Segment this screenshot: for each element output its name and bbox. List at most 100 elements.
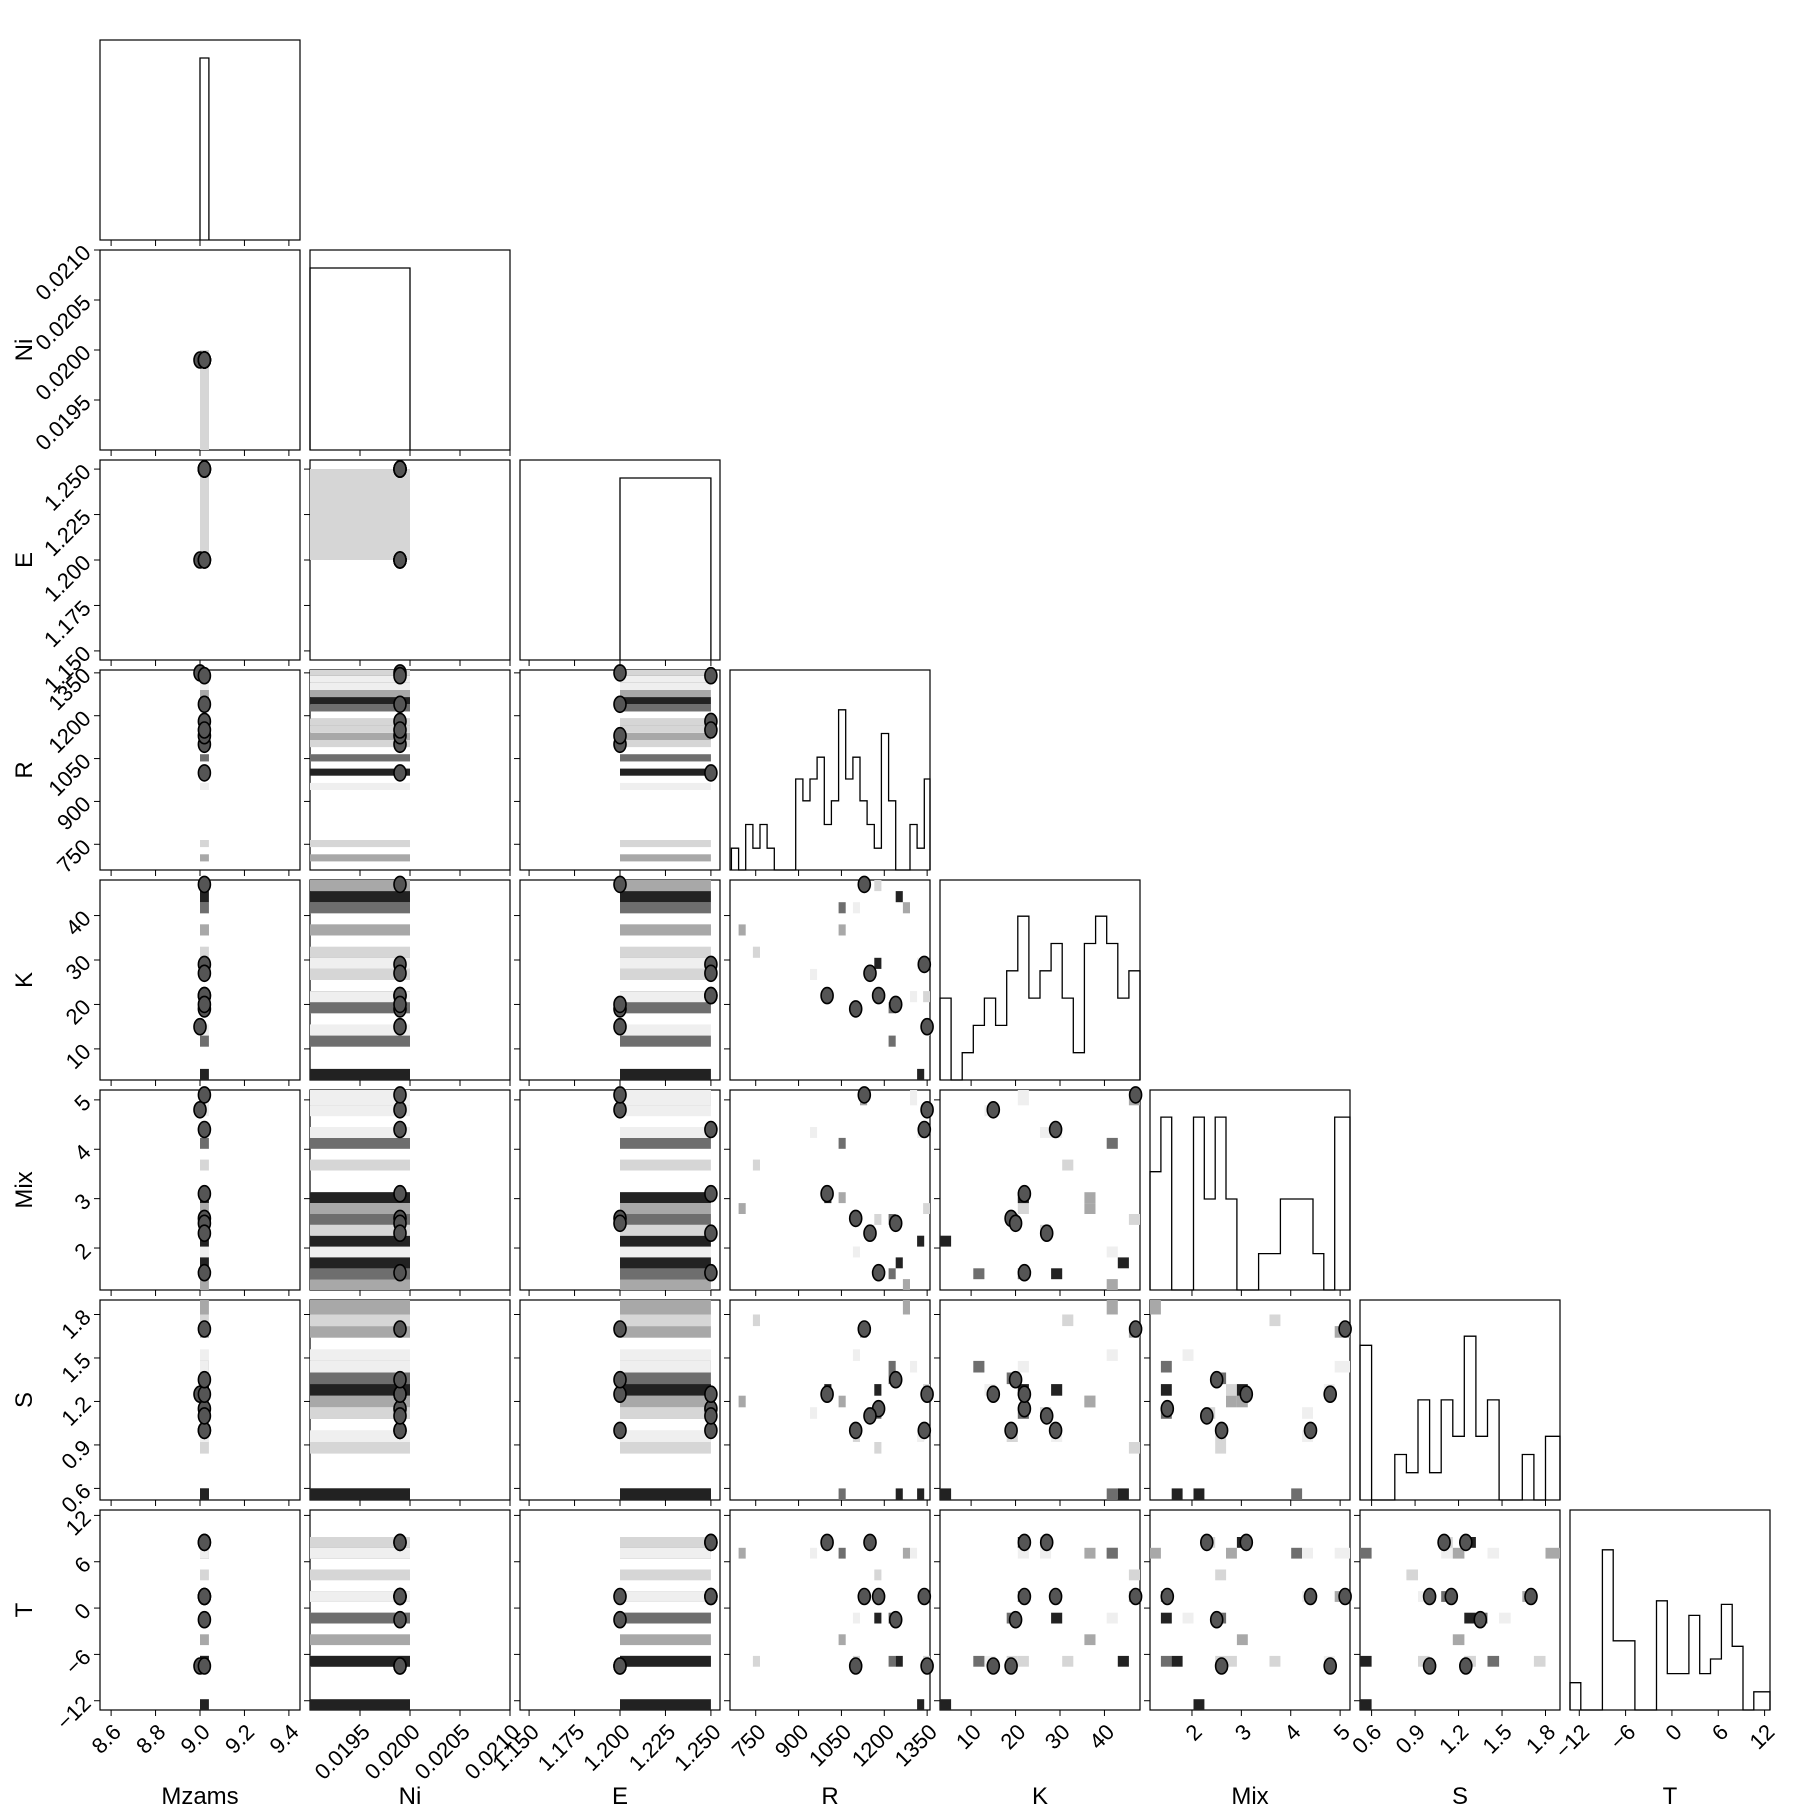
- density-bin: [310, 991, 410, 1003]
- density-bin: [917, 1699, 925, 1710]
- contour-Ni-K: [393, 875, 407, 894]
- y-tick-label-K: 20: [61, 994, 96, 1029]
- density-bin: [1226, 1384, 1237, 1396]
- density-bin: [200, 1349, 209, 1361]
- contour-R-K: [848, 1000, 863, 1018]
- contour-Ni-R: [393, 764, 407, 782]
- contour-E-Mix: [613, 1086, 627, 1104]
- density-bin: [620, 1384, 711, 1396]
- density-bin: [620, 1395, 711, 1408]
- density-bin: [200, 1035, 209, 1047]
- density-bin: [310, 854, 410, 862]
- density-bin: [1117, 1257, 1129, 1269]
- histogram-T: [1569, 1549, 1771, 1711]
- contour-K-Mix: [1017, 1184, 1032, 1203]
- density-bin: [310, 1300, 410, 1315]
- density-bin: [620, 754, 711, 762]
- density-bin: [1291, 1547, 1303, 1559]
- x-tick-label-S: 1.2: [1434, 1719, 1473, 1758]
- contour-Mzams-R: [197, 666, 212, 685]
- density-bin: [874, 1612, 882, 1624]
- density-bin: [1106, 1349, 1118, 1361]
- contour-E-S: [613, 1421, 627, 1440]
- density-bin: [620, 946, 711, 958]
- density-bin: [620, 1372, 711, 1385]
- contour-E-K: [613, 1017, 627, 1036]
- density-E-S: [620, 1300, 711, 1500]
- density-bin: [310, 1442, 410, 1454]
- x-tick-label-Ni: 0.0200: [360, 1719, 425, 1784]
- density-bin: [310, 1214, 410, 1225]
- contour-R-S: [820, 1385, 834, 1403]
- density-bin: [1464, 1612, 1476, 1624]
- contour-R-K: [917, 955, 932, 974]
- density-bin: [200, 1246, 209, 1258]
- contour-R-K: [888, 995, 903, 1014]
- contour-Mzams-Mix: [197, 1184, 212, 1203]
- contour-R-Mix: [820, 1184, 834, 1203]
- contour-Ni-T: [393, 1657, 407, 1675]
- density-bin: [1062, 1655, 1074, 1667]
- y-axis-label-S: S: [11, 1392, 38, 1408]
- density-bin: [1150, 1547, 1161, 1559]
- density-E-T: [620, 1537, 711, 1710]
- density-bin: [310, 1395, 410, 1408]
- contour-R-T: [848, 1657, 863, 1675]
- density-bin: [923, 991, 930, 1003]
- density-bin: [1117, 1488, 1129, 1500]
- density-bin: [310, 1430, 410, 1442]
- density-bin: [620, 968, 711, 980]
- density-bin: [620, 1699, 711, 1710]
- contour-Mix-S: [1323, 1385, 1337, 1403]
- contour-Ni-E: [393, 551, 407, 569]
- y-tick-label-Mix: 4: [69, 1139, 95, 1165]
- density-Ni-R: [310, 670, 410, 862]
- contour-Mix-T: [1209, 1610, 1224, 1629]
- contour-Mzams-Mix: [197, 1120, 212, 1139]
- contour-R-T: [888, 1610, 903, 1629]
- density-Ni-E: [310, 469, 410, 560]
- density-bin: [1193, 1488, 1205, 1500]
- contour-K-S: [1048, 1421, 1063, 1440]
- contour-Mzams-E: [197, 551, 212, 569]
- density-bin: [838, 1137, 846, 1149]
- density-bin: [1160, 1384, 1172, 1396]
- x-tick-label-E: 1.200: [578, 1719, 635, 1776]
- y-tick-label-E: 1.250: [39, 459, 96, 516]
- contour-Ni-S: [393, 1370, 407, 1389]
- density-bin: [838, 1395, 846, 1408]
- density-bin: [310, 1159, 410, 1171]
- contour-K-S: [1008, 1370, 1023, 1389]
- contour-Ni-Mix: [393, 1120, 407, 1139]
- contour-Mzams-S: [197, 1385, 212, 1403]
- contour-Mzams-Mix: [197, 1086, 212, 1104]
- density-bin: [838, 1547, 846, 1559]
- density-bin: [620, 1105, 711, 1117]
- y-tick-label-E: 1.175: [39, 595, 96, 652]
- density-bin: [1334, 1547, 1350, 1559]
- density-bin: [852, 1246, 860, 1258]
- contour-R-K: [920, 1017, 934, 1036]
- density-bin: [620, 902, 711, 914]
- density-bin: [852, 1612, 860, 1624]
- density-bin: [200, 690, 209, 698]
- density-bin: [310, 840, 410, 848]
- density-bin: [1441, 1547, 1453, 1559]
- x-tick-label-T: 6: [1707, 1719, 1733, 1745]
- histogram-R: [730, 709, 931, 871]
- y-tick-label-Mix: 3: [69, 1189, 95, 1215]
- contour-Mix-S: [1303, 1421, 1318, 1440]
- density-bin: [200, 1488, 209, 1500]
- density-bin: [1236, 1395, 1248, 1408]
- contour-Mix-T: [1200, 1533, 1214, 1552]
- contour-Mix-S: [1338, 1320, 1352, 1338]
- density-bin: [310, 1360, 410, 1373]
- density-bin: [310, 1035, 410, 1047]
- contour-Mzams-S: [197, 1421, 212, 1440]
- x-tick-label-Mzams: 9.4: [264, 1719, 303, 1758]
- contour-R-T: [917, 1587, 932, 1606]
- contour-E-K: [704, 986, 718, 1005]
- contour-R-S: [920, 1385, 934, 1403]
- contour-K-Mix: [1039, 1224, 1054, 1242]
